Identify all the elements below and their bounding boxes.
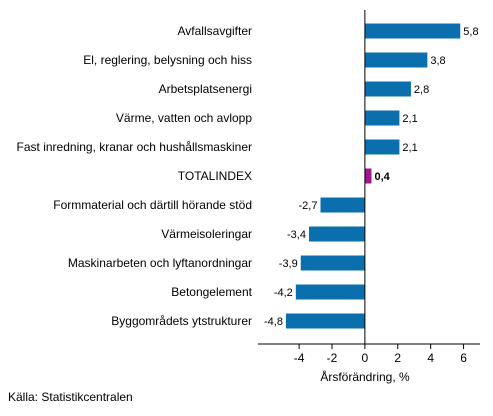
bar-totalindex	[364, 168, 372, 184]
bar	[364, 110, 400, 126]
bar	[285, 313, 365, 329]
bar	[364, 139, 400, 155]
category-label: Värme, vatten och avlopp	[116, 111, 252, 125]
x-tick-label: 2	[394, 351, 401, 365]
category-label: Maskinarbeten och lyftanordningar	[68, 256, 252, 270]
category-label: Fast inredning, kranar och hushållsmaski…	[17, 140, 252, 154]
bar	[364, 52, 428, 68]
x-axis-title: Årsförändring, %	[320, 369, 410, 384]
x-tick-label: 0	[362, 351, 369, 365]
data-label: -4,8	[264, 316, 283, 328]
data-label: 2,1	[402, 142, 417, 154]
data-label: -4,2	[274, 287, 293, 299]
category-label: Formmaterial och därtill hörande stöd	[53, 198, 252, 212]
category-label: Betongelement	[171, 285, 252, 299]
bar	[295, 284, 365, 300]
category-label: Arbetsplatsenergi	[159, 82, 252, 96]
category-labels: Avfallsavgifter El, reglering, belysning …	[17, 24, 253, 328]
data-label: 5,8	[463, 26, 478, 38]
data-label: -2,7	[299, 200, 318, 212]
category-label: El, reglering, belysning och hiss	[83, 53, 252, 67]
category-label: Avfallsavgifter	[178, 24, 252, 38]
x-axis: -4 -2 0 2 4 6	[258, 10, 480, 365]
bar	[320, 197, 365, 213]
x-tick-label: -2	[327, 351, 338, 365]
data-label: -3,4	[287, 229, 306, 241]
data-label: -3,9	[279, 258, 298, 270]
x-tick-label: 6	[460, 351, 467, 365]
bar	[364, 81, 411, 97]
bar	[364, 23, 461, 39]
x-tick-label: 4	[427, 351, 434, 365]
value-labels: 5,8 3,8 2,8 2,1 2,1 0,4 -2,7 -3,4 -3,9 -4,2 -4,8	[264, 26, 479, 328]
bar	[308, 226, 365, 242]
category-label: Värmeisoleringar	[161, 227, 252, 241]
source-note: Källa: Statistikcentralen	[8, 390, 133, 404]
data-label: 2,8	[414, 84, 429, 96]
data-label: 3,8	[430, 55, 445, 67]
x-tick-label: -4	[294, 351, 305, 365]
data-label: 0,4	[374, 171, 390, 183]
category-label: TOTALINDEX	[178, 169, 252, 183]
category-label: Byggområdets ytstrukturer	[111, 314, 252, 328]
data-label: 2,1	[402, 113, 417, 125]
bars-group	[285, 23, 461, 329]
bar	[300, 255, 365, 271]
